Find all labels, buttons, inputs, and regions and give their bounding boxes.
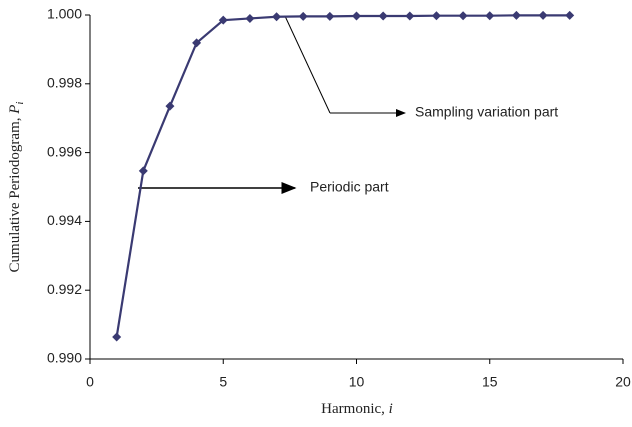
x-tick-label: 15 — [482, 374, 498, 390]
point — [192, 38, 202, 48]
y-tick-label: 0.994 — [47, 212, 82, 228]
point — [298, 11, 308, 21]
point — [165, 101, 175, 111]
y-axis-title-text: Cumulative Periodogram, — [7, 114, 23, 273]
x-tick-label: 5 — [219, 374, 227, 390]
annotation-leader — [284, 15, 331, 114]
x-tick-label: 10 — [349, 374, 365, 390]
y-tick-label: 0.998 — [47, 75, 82, 91]
y-axis-title-symbol: P — [7, 105, 23, 115]
x-axis-title-text: Harmonic, — [321, 401, 388, 417]
y-tick-label: 0.996 — [47, 143, 82, 159]
point — [431, 11, 441, 21]
point — [138, 166, 148, 176]
y-axis-title-subscript: i — [14, 102, 26, 105]
point — [325, 11, 335, 21]
annotation: Periodic part — [310, 179, 389, 195]
point — [511, 10, 521, 20]
point — [352, 11, 361, 21]
point — [218, 15, 228, 25]
point — [378, 11, 388, 21]
y-tick-label: 0.992 — [47, 281, 82, 297]
point — [245, 13, 255, 23]
series-line — [115, 14, 570, 338]
point — [272, 12, 282, 22]
y-axis-title: Cumulative Periodogram, Pi — [7, 102, 25, 273]
point — [112, 332, 122, 342]
point — [565, 10, 575, 20]
y-tick-label: 1.000 — [47, 6, 82, 22]
x-axis-title-symbol: i — [389, 401, 393, 417]
annotation: Sampling variation part — [415, 104, 558, 120]
x-tick-label: 20 — [615, 374, 631, 390]
x-axis-title: Harmonic, i — [321, 401, 393, 417]
point — [405, 11, 415, 21]
y-tick-label: 0.990 — [47, 350, 82, 366]
x-tick-label: 0 — [86, 374, 94, 390]
point — [458, 11, 468, 21]
point — [485, 11, 495, 21]
point — [538, 10, 548, 20]
